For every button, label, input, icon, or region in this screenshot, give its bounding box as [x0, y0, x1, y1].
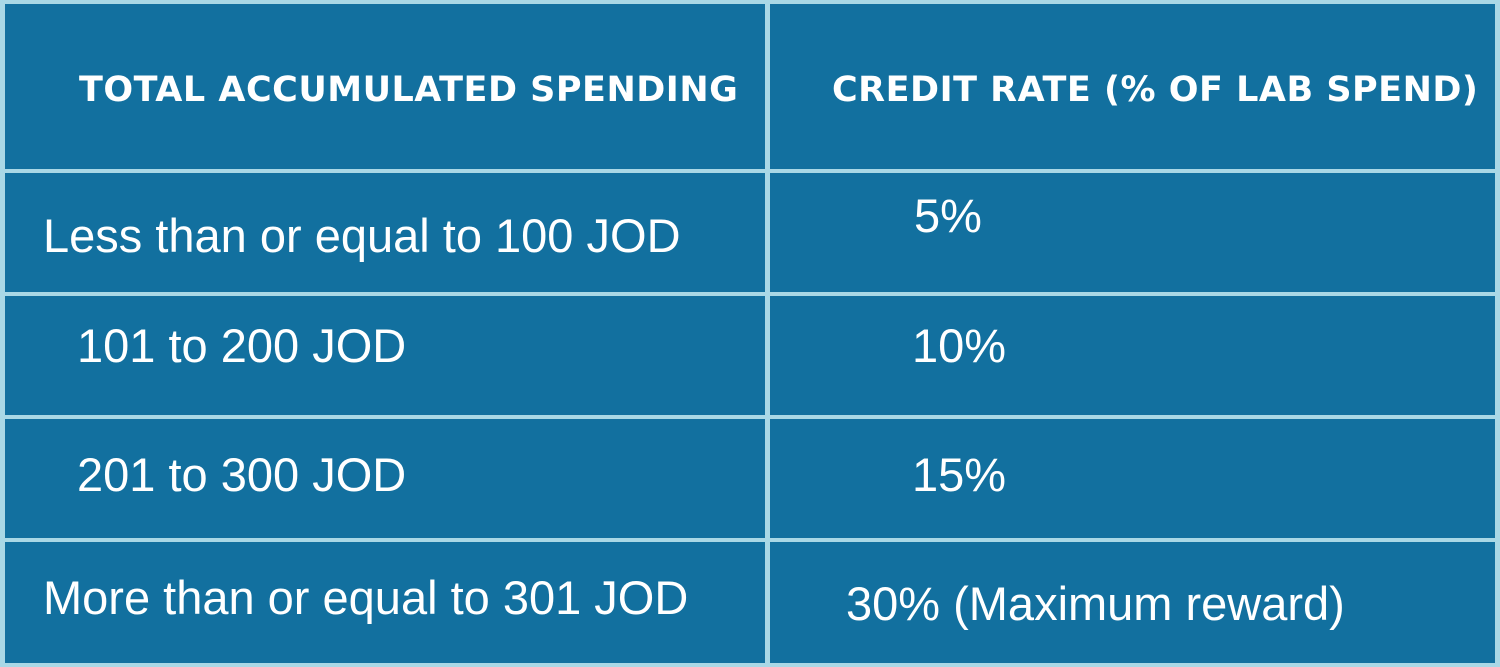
header-credit-rate: CREDIT RATE (% OF LAB SPEND) [770, 4, 1495, 169]
table-row-rate-cell: 10% [770, 296, 1495, 415]
spending-value: Less than or equal to 100 JOD [43, 209, 681, 262]
header-total-accumulated-spending: TOTAL ACCUMULATED SPENDING [5, 4, 765, 169]
table-row-spending-cell: More than or equal to 301 JOD [5, 542, 765, 663]
table-row-rate-cell: 5% [770, 173, 1495, 292]
table-row-spending-cell: Less than or equal to 100 JOD [5, 173, 765, 292]
table-row-spending-cell: 101 to 200 JOD [5, 296, 765, 415]
rate-value: 5% [914, 189, 982, 242]
table-row-rate-cell: 15% [770, 419, 1495, 538]
spending-value: More than or equal to 301 JOD [43, 571, 689, 624]
rate-value: 10% [912, 319, 1007, 372]
spending-value: 101 to 200 JOD [77, 319, 407, 372]
header-spending-label: TOTAL ACCUMULATED SPENDING [79, 69, 739, 110]
table-row-rate-cell: 30% (Maximum reward) [770, 542, 1495, 663]
spending-value: 201 to 300 JOD [77, 448, 407, 501]
rate-value: 15% [912, 448, 1007, 501]
table-row-spending-cell: 201 to 300 JOD [5, 419, 765, 538]
rate-value: 30% (Maximum reward) [846, 577, 1345, 630]
header-rate-label: CREDIT RATE (% OF LAB SPEND) [832, 69, 1479, 110]
